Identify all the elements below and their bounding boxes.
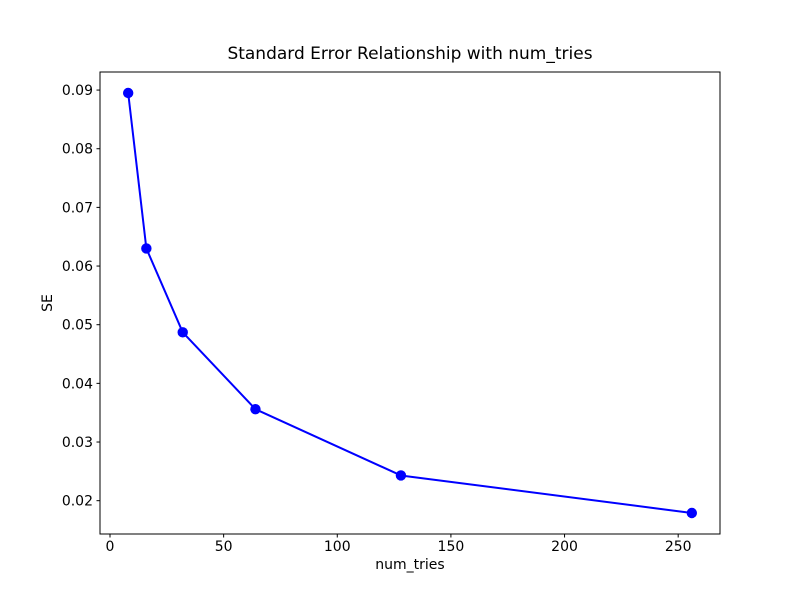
x-tick-label: 150 <box>438 539 465 555</box>
x-tick-label: 0 <box>106 539 115 555</box>
data-point <box>395 470 407 481</box>
x-tick-label: 100 <box>324 539 351 555</box>
y-tick-label: 0.05 <box>62 318 93 334</box>
y-tick-label: 0.02 <box>62 494 93 510</box>
data-point <box>177 327 188 338</box>
data-point <box>686 507 698 519</box>
data-line <box>127 92 693 514</box>
y-axis-label: SE <box>40 294 56 312</box>
data-point <box>250 403 261 415</box>
axes-frame <box>99 71 721 535</box>
x-tick-label: 200 <box>551 539 578 555</box>
y-tick-label: 0.06 <box>62 259 93 275</box>
x-tick-label: 250 <box>665 539 692 555</box>
x-axis-label: num_tries <box>375 557 445 573</box>
y-tick-label: 0.03 <box>62 435 93 451</box>
data-point <box>122 87 134 99</box>
y-tick-label: 0.04 <box>62 376 93 392</box>
y-tick-label: 0.07 <box>62 200 93 216</box>
data-point <box>141 243 152 254</box>
chart-title: Standard Error Relationship with num_tri… <box>227 44 593 64</box>
y-tick-label: 0.09 <box>62 83 93 99</box>
x-tick-label: 50 <box>215 539 233 555</box>
y-tick-label: 0.08 <box>62 142 93 158</box>
